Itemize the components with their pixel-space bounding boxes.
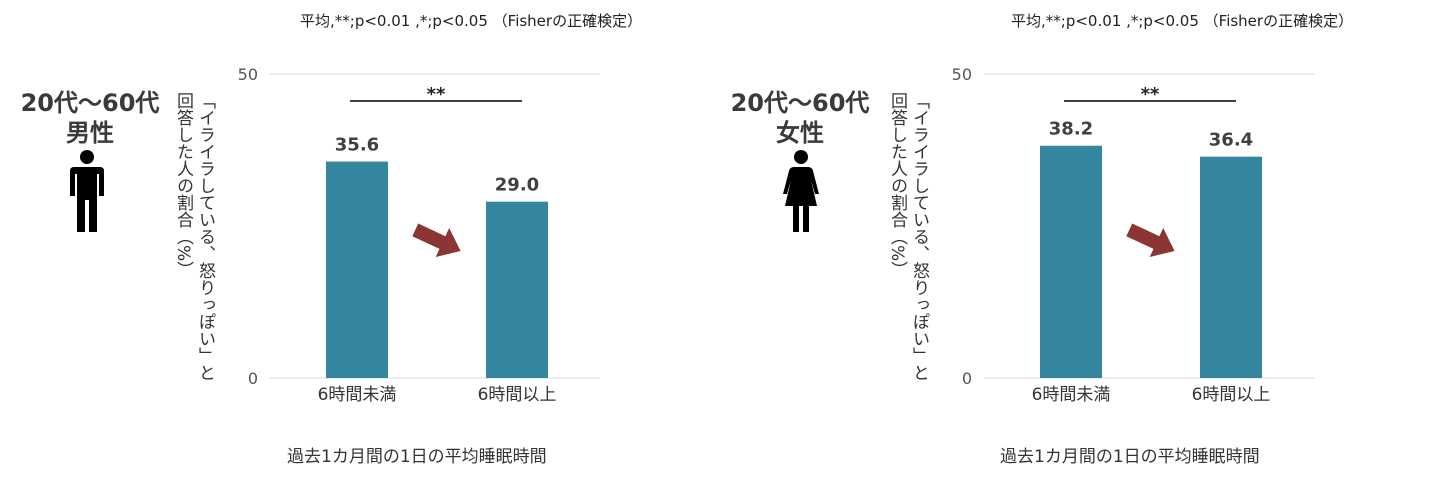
bar (486, 201, 548, 378)
group-label: 20代～60代 男性 (10, 88, 170, 148)
x-axis-label: 過去1カ月間の1日の平均睡眠時間 (287, 447, 547, 467)
significance-note: 平均,**;p<0.01 ,*;p<0.05 （Fisherの正確検定） (300, 12, 643, 30)
arrow-shape (412, 223, 461, 258)
y-tick-label: 50 (238, 65, 258, 84)
down-right-arrow-icon (412, 223, 461, 258)
data-label: 38.2 (1049, 119, 1093, 140)
male-person-icon (70, 150, 104, 232)
x-tick-label: 6時間未満 (1032, 385, 1111, 405)
bar (1200, 156, 1262, 378)
bar-chart: 0 50 38.2 6時間未満 36.4 6時間以上 ** (952, 65, 1314, 405)
y-axis-label-line1: 「イライラしている、怒りっぽい」と (195, 92, 215, 381)
x-tick-label: 6時間以上 (1192, 385, 1271, 405)
y-axis-label-line2: 回答した人の割合（%） (887, 92, 907, 279)
y-tick-label: 0 (248, 369, 258, 388)
y-axis-label-line2: 回答した人の割合（%） (173, 92, 193, 279)
group-sex-label: 女性 (776, 119, 824, 147)
arrow-shape (1126, 223, 1175, 258)
bar (1040, 145, 1102, 378)
y-tick-label: 0 (962, 369, 972, 388)
significance-marker: ** (1141, 84, 1160, 105)
significance-note: 平均,**;p<0.01 ,*;p<0.05 （Fisherの正確検定） (1011, 12, 1354, 30)
bar-chart: 0 50 35.6 6時間未満 29.0 6時間以上 ** (238, 65, 600, 405)
female-person-icon (783, 150, 819, 232)
x-tick-label: 6時間以上 (478, 385, 557, 405)
data-label: 36.4 (1209, 130, 1253, 151)
y-axis-label-line1: 「イライラしている、怒りっぽい」と (909, 92, 929, 381)
group-age-label: 20代～60代 (20, 89, 160, 117)
x-tick-label: 6時間未満 (318, 385, 397, 405)
chart-panel-male: 平均,**;p<0.01 ,*;p<0.05 （Fisherの正確検定） 20代… (0, 0, 714, 479)
chart-panel-female: 平均,**;p<0.01 ,*;p<0.05 （Fisherの正確検定） 20代… (714, 0, 1429, 479)
y-axis-label: 「イライラしている、怒りっぽい」と 回答した人の割合（%） (886, 92, 930, 422)
significance-marker: ** (427, 84, 446, 105)
x-axis-label: 過去1カ月間の1日の平均睡眠時間 (1000, 447, 1260, 467)
group-sex-label: 男性 (66, 119, 114, 147)
data-label: 29.0 (495, 175, 539, 196)
y-tick-label: 50 (952, 65, 972, 84)
data-label: 35.6 (335, 135, 379, 156)
y-axis-label: 「イライラしている、怒りっぽい」と 回答した人の割合（%） (172, 92, 216, 422)
bar (326, 161, 388, 378)
group-label: 20代～60代 女性 (720, 88, 880, 148)
down-right-arrow-icon (1126, 223, 1175, 258)
group-age-label: 20代～60代 (730, 89, 870, 117)
